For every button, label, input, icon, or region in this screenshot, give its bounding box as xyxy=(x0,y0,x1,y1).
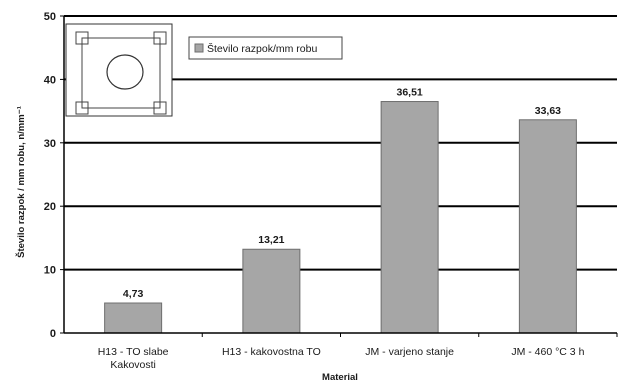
legend: Število razpok/mm robu xyxy=(188,36,343,60)
x-category-label: H13 - TO slabe xyxy=(98,346,169,358)
y-tick-label: 20 xyxy=(44,201,56,213)
y-tick-label: 30 xyxy=(44,138,56,150)
axes xyxy=(60,15,618,337)
x-category-label: JM - 460 °C 3 h xyxy=(511,346,584,358)
legend-label: Število razpok/mm robu xyxy=(207,42,317,55)
x-category-label: JM - varjeno stanje xyxy=(365,346,454,358)
bar xyxy=(242,248,301,334)
data-label: 36,51 xyxy=(396,87,422,99)
y-tick-label: 50 xyxy=(44,11,56,23)
y-axis-label: Število razpok / mm robu, n/mm⁻¹ xyxy=(15,106,27,258)
bar xyxy=(104,302,163,334)
y-tick-label: 40 xyxy=(44,74,56,86)
x-axis-label: Material xyxy=(322,372,358,383)
bar xyxy=(380,101,439,334)
x-category-label: Kakovosti xyxy=(110,359,156,371)
bar xyxy=(518,119,577,334)
specimen-diagram xyxy=(65,23,173,117)
data-label: 13,21 xyxy=(258,234,284,246)
data-label: 4,73 xyxy=(123,288,144,300)
y-tick-label: 10 xyxy=(44,265,56,277)
x-category-label: H13 - kakovostna TO xyxy=(222,346,321,358)
bars xyxy=(104,101,577,334)
data-label: 33,63 xyxy=(535,105,561,117)
y-tick-labels: 0 10 20 30 40 50 xyxy=(44,11,56,340)
y-tick-label: 0 xyxy=(50,328,56,340)
data-labels: 4,73 13,21 36,51 33,63 xyxy=(123,87,561,300)
legend-swatch xyxy=(194,43,204,53)
